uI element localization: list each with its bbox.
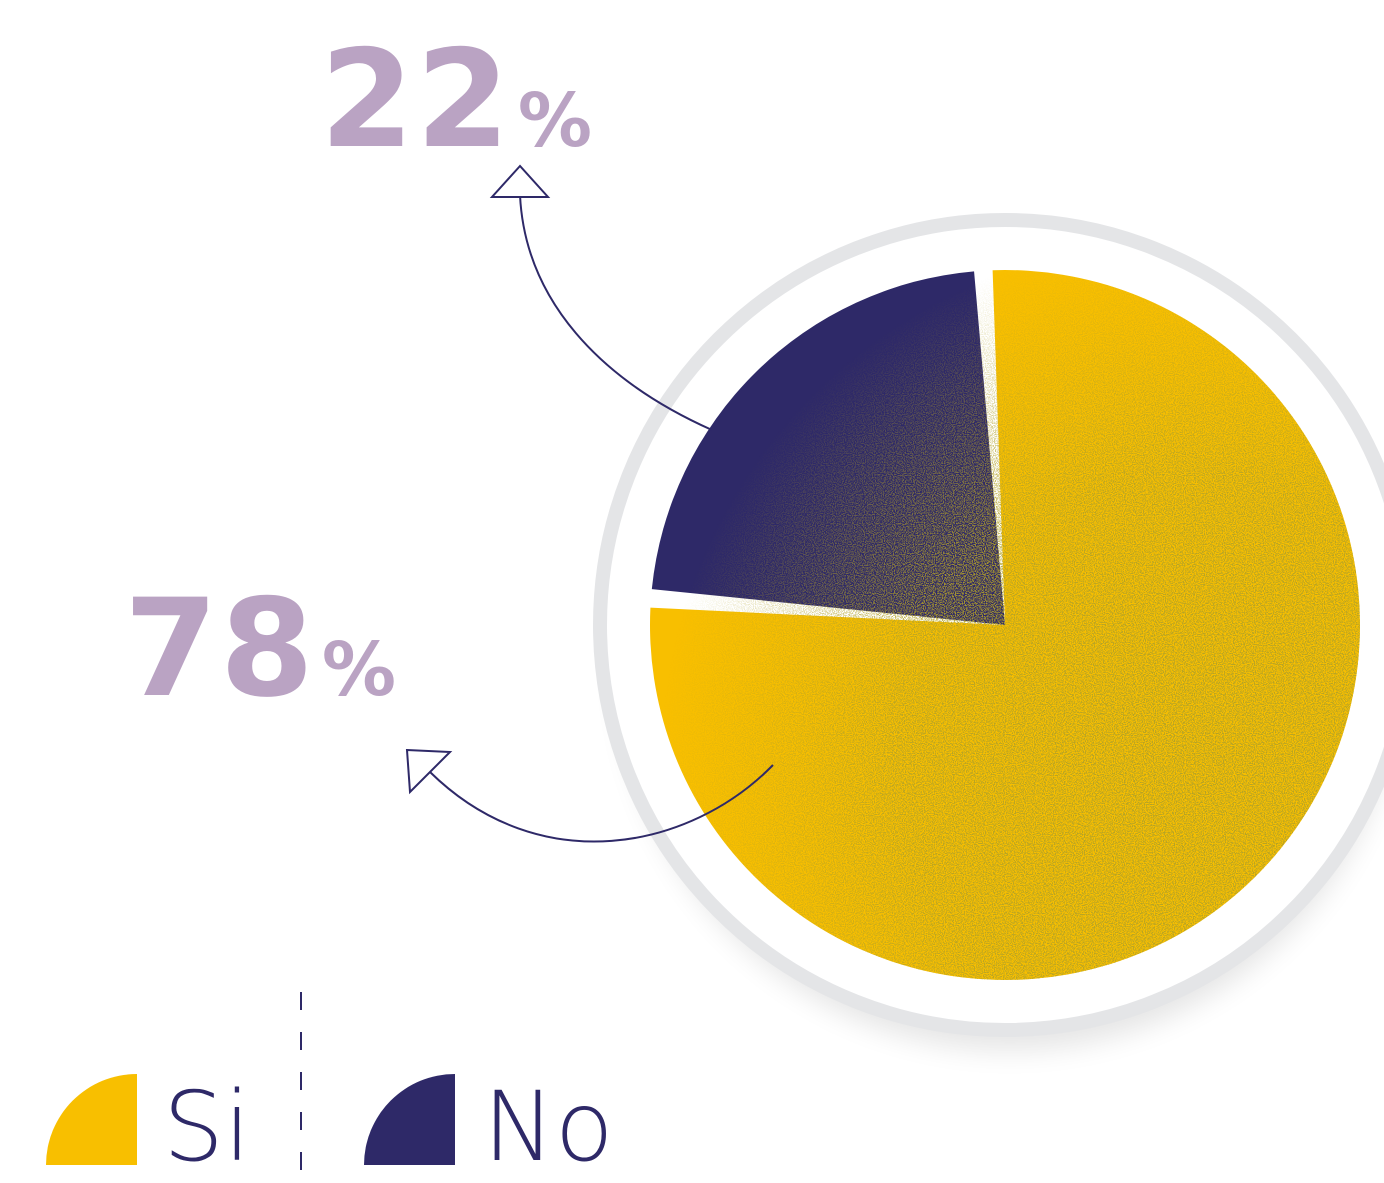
legend-label-si: Si xyxy=(163,1071,251,1183)
legend: Si No xyxy=(46,992,614,1183)
legend-swatch-si xyxy=(46,1074,137,1165)
arrow-to-no-label xyxy=(519,194,713,431)
pie-texture xyxy=(650,270,1360,980)
legend-swatch-no xyxy=(364,1074,455,1165)
label-no-value: 22% xyxy=(320,21,594,178)
label-si-value: 78% xyxy=(124,570,398,727)
arrow-head-si xyxy=(405,748,453,795)
legend-label-no: No xyxy=(483,1071,614,1183)
arrow-head-no xyxy=(489,164,551,198)
arrow-to-si-label xyxy=(429,764,774,843)
